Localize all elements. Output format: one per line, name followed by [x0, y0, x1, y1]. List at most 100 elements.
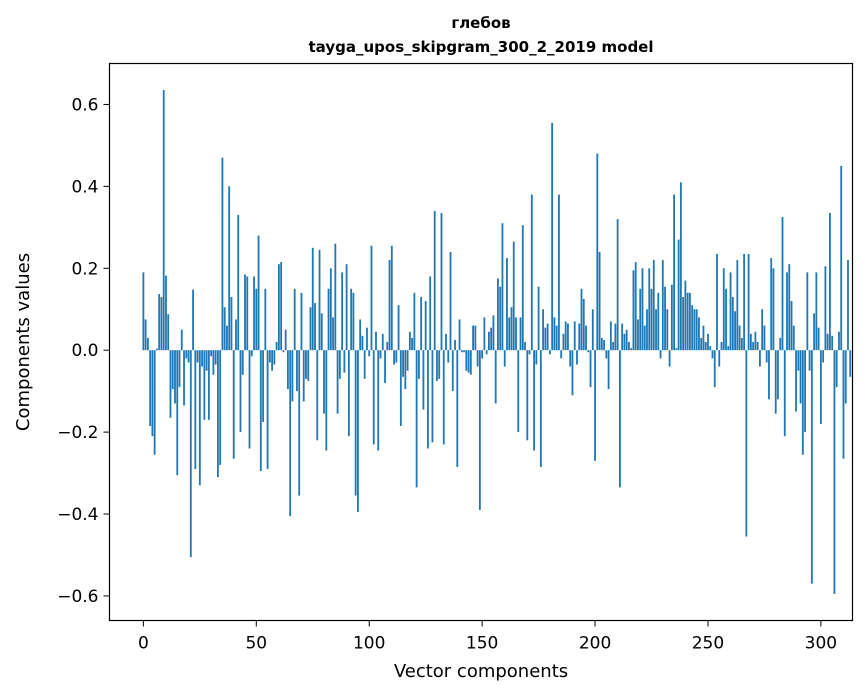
bar [237, 215, 240, 351]
bar [262, 350, 264, 422]
bar [275, 342, 278, 351]
bar [533, 350, 535, 451]
bar [469, 350, 472, 375]
bar [840, 165, 843, 351]
bar [309, 307, 312, 351]
bar [783, 350, 786, 437]
bar [813, 313, 816, 351]
bar [433, 210, 436, 351]
bar [375, 331, 377, 351]
bar [844, 350, 847, 404]
bar [558, 194, 560, 351]
bar [822, 350, 825, 363]
bar [178, 350, 181, 388]
bar [770, 258, 773, 351]
bar [749, 333, 752, 351]
bar [795, 350, 797, 412]
bar [420, 296, 423, 351]
bar [246, 276, 249, 351]
bar [169, 350, 172, 418]
bar [492, 315, 495, 351]
bar [334, 243, 337, 351]
bar [768, 350, 770, 400]
x-tick-label: 50 [245, 634, 267, 654]
bar [363, 350, 366, 379]
bar [424, 301, 427, 351]
bar [185, 350, 188, 359]
bar [465, 350, 468, 371]
bar [704, 342, 707, 351]
bar [194, 350, 197, 469]
bar [415, 350, 418, 488]
bar [731, 296, 734, 351]
bar [763, 325, 766, 351]
bar [510, 307, 513, 351]
bar [332, 317, 334, 351]
bar [291, 350, 294, 402]
bar [797, 350, 800, 371]
bar [259, 350, 262, 472]
bar [250, 350, 253, 357]
bar [625, 329, 628, 351]
bar [174, 350, 176, 404]
bar [352, 292, 355, 351]
bar [474, 325, 477, 351]
bar [677, 239, 680, 351]
bar [632, 270, 635, 351]
y-axis: −0.6 −0.4 −0.2 0.0 0.2 0.4 0.6 [57, 95, 110, 607]
bar [650, 288, 653, 351]
bar [698, 317, 700, 351]
bar [702, 325, 705, 351]
x-axis-label: Vector components [394, 661, 568, 682]
bar [709, 346, 712, 351]
y-tick-label: 0.4 [71, 177, 98, 197]
bar [323, 350, 325, 414]
bar [634, 262, 637, 351]
bar [756, 342, 759, 351]
bar [829, 212, 831, 351]
bar [219, 350, 222, 465]
bar [618, 350, 621, 488]
bar [397, 305, 400, 351]
bar [801, 350, 804, 455]
bar [379, 350, 382, 359]
bar [395, 350, 398, 363]
bar [311, 247, 314, 351]
bar [235, 319, 237, 351]
bar [221, 157, 224, 351]
bar [180, 329, 183, 351]
bar [359, 319, 362, 351]
bar [745, 350, 748, 537]
bar [779, 337, 782, 351]
bar [296, 350, 298, 392]
bar [582, 299, 585, 351]
x-tick-label: 300 [805, 634, 837, 654]
bar [643, 325, 646, 351]
bar [580, 288, 583, 351]
bar [686, 292, 689, 351]
bar [402, 350, 404, 377]
bar [720, 342, 723, 351]
bar [485, 350, 488, 355]
bar [476, 350, 479, 367]
bar [253, 276, 255, 351]
bar [562, 333, 565, 351]
bar [463, 350, 465, 353]
bar [158, 294, 161, 351]
bar [542, 309, 545, 351]
x-axis: 0 50 100 150 200 250 300 [138, 620, 837, 654]
bar [569, 350, 572, 367]
bar [736, 260, 739, 351]
y-tick-label: 0.0 [71, 341, 98, 361]
bar [370, 245, 373, 351]
bar [467, 350, 470, 373]
bar [205, 350, 208, 371]
bar [571, 350, 574, 396]
bar [521, 225, 524, 351]
bar [212, 350, 215, 375]
bar [826, 333, 829, 351]
bar [341, 272, 344, 351]
bar [153, 350, 156, 455]
bar [257, 235, 260, 351]
bar [560, 350, 563, 359]
